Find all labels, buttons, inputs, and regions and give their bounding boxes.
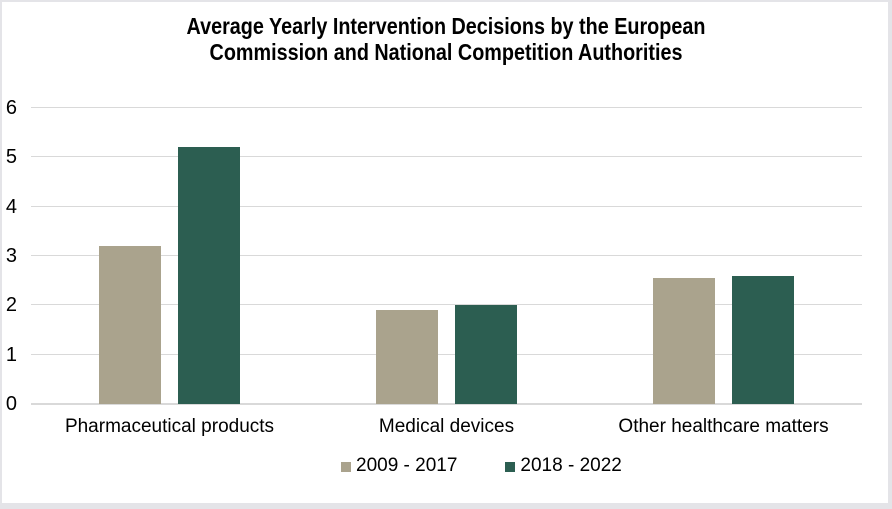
y-tick-label: 1 bbox=[5, 343, 17, 366]
legend-label: 2018 - 2022 bbox=[520, 455, 622, 476]
legend-item-2: 2018 - 2022 bbox=[505, 455, 622, 476]
chart-title-line1: Average Yearly Intervention Decisions by… bbox=[186, 13, 706, 39]
chart-title-line2: Commission and National Competition Auth… bbox=[209, 39, 683, 65]
plot-area bbox=[31, 107, 862, 405]
y-tick-label: 6 bbox=[5, 97, 17, 119]
bar-series2-pharmaceutical-products bbox=[178, 147, 240, 404]
gridline bbox=[31, 205, 862, 207]
gridline bbox=[31, 304, 862, 306]
bar-series2-medical-devices bbox=[455, 305, 517, 404]
y-tick-label: 5 bbox=[5, 146, 17, 169]
x-axis-line bbox=[31, 403, 862, 405]
bar-series1-medical-devices bbox=[376, 310, 438, 404]
y-tick-label: 3 bbox=[5, 245, 17, 267]
gridline bbox=[31, 107, 862, 108]
bar-series1-other-healthcare-matters bbox=[653, 278, 715, 404]
legend-item-1: 2009 - 2017 bbox=[341, 456, 457, 476]
legend-swatch-icon bbox=[341, 461, 351, 472]
legend: 2009 - 2017 2018 - 2022 bbox=[341, 456, 622, 476]
bar-series1-pharmaceutical-products bbox=[99, 246, 161, 404]
y-tick-label: 4 bbox=[5, 195, 17, 218]
legend-label: 2009 - 2017 bbox=[356, 455, 458, 476]
gridline bbox=[31, 156, 862, 158]
y-tick-label: 2 bbox=[5, 294, 17, 317]
y-tick-label: 0 bbox=[5, 393, 17, 415]
gridline bbox=[31, 255, 862, 256]
gridline bbox=[31, 353, 862, 355]
x-category-label: Other healthcare matters bbox=[618, 416, 829, 437]
legend-swatch-icon bbox=[505, 461, 516, 472]
chart-title: Average Yearly Intervention Decisions by… bbox=[62, 13, 829, 65]
x-category-label: Medical devices bbox=[378, 416, 515, 437]
x-category-label: Pharmaceutical products bbox=[64, 416, 275, 437]
bar-series2-other-healthcare-matters bbox=[732, 275, 794, 404]
